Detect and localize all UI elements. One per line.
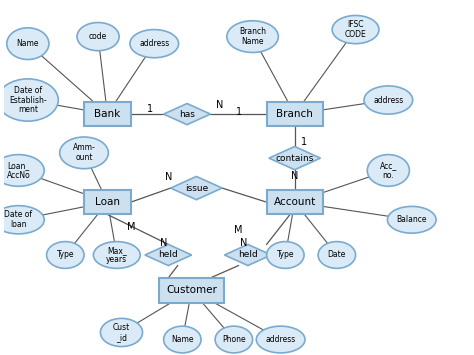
Text: held: held: [158, 251, 178, 260]
Text: 1: 1: [236, 107, 242, 118]
Ellipse shape: [0, 79, 58, 121]
Ellipse shape: [266, 242, 304, 268]
Text: Bank: Bank: [94, 109, 120, 119]
Text: Loan: Loan: [95, 197, 120, 207]
Polygon shape: [225, 245, 271, 266]
Text: address: address: [139, 39, 169, 48]
Ellipse shape: [100, 318, 143, 346]
Ellipse shape: [0, 155, 44, 186]
Ellipse shape: [215, 326, 253, 353]
Text: contains: contains: [275, 154, 314, 163]
Ellipse shape: [256, 326, 305, 353]
Text: Amm-
ount: Amm- ount: [73, 143, 95, 162]
Ellipse shape: [364, 86, 413, 114]
Polygon shape: [171, 176, 222, 200]
Text: Customer: Customer: [166, 285, 217, 295]
FancyBboxPatch shape: [84, 102, 131, 126]
Text: held: held: [238, 251, 258, 260]
Text: address: address: [265, 335, 296, 344]
Text: N: N: [239, 237, 247, 248]
Text: Name: Name: [17, 39, 39, 48]
Text: Loan_
AccNo: Loan_ AccNo: [7, 161, 30, 180]
Ellipse shape: [77, 22, 119, 51]
Text: has: has: [179, 110, 195, 119]
Ellipse shape: [46, 242, 84, 268]
Text: issue: issue: [185, 184, 208, 192]
Text: Branch: Branch: [276, 109, 313, 119]
FancyBboxPatch shape: [84, 190, 131, 214]
Text: N: N: [160, 237, 167, 248]
Ellipse shape: [130, 29, 179, 58]
Text: Account: Account: [273, 197, 316, 207]
Ellipse shape: [332, 16, 379, 44]
Text: Name: Name: [171, 335, 193, 344]
Text: M: M: [234, 225, 243, 235]
Text: Date: Date: [328, 251, 346, 260]
Text: Type: Type: [56, 251, 74, 260]
Ellipse shape: [387, 206, 436, 233]
Text: 1: 1: [301, 137, 307, 147]
Polygon shape: [269, 147, 320, 170]
Text: N: N: [291, 171, 299, 181]
Text: Cust
_id: Cust _id: [113, 323, 130, 342]
Text: M: M: [127, 222, 135, 232]
Text: Date of
Establish-
ment: Date of Establish- ment: [9, 86, 46, 114]
Polygon shape: [164, 104, 210, 125]
Text: Phone: Phone: [222, 335, 246, 344]
Text: Branch
Name: Branch Name: [239, 27, 266, 46]
Text: Acc_
no.: Acc_ no.: [380, 161, 397, 180]
Text: Date of
loan: Date of loan: [4, 211, 33, 229]
FancyBboxPatch shape: [266, 190, 323, 214]
Text: N: N: [164, 173, 172, 182]
Ellipse shape: [93, 242, 140, 268]
Text: Balance: Balance: [396, 215, 427, 224]
Ellipse shape: [7, 28, 49, 60]
Text: code: code: [89, 32, 107, 41]
Text: IFSC
CODE: IFSC CODE: [345, 20, 366, 39]
Ellipse shape: [367, 155, 410, 186]
Polygon shape: [145, 245, 191, 266]
Text: N: N: [216, 100, 223, 110]
Text: 1: 1: [146, 104, 153, 114]
Ellipse shape: [227, 21, 278, 53]
Text: address: address: [373, 95, 403, 104]
Ellipse shape: [164, 326, 201, 353]
FancyBboxPatch shape: [266, 102, 323, 126]
Text: Type: Type: [277, 251, 294, 260]
Ellipse shape: [60, 137, 109, 169]
FancyBboxPatch shape: [159, 278, 225, 302]
Text: Max_
years: Max_ years: [106, 246, 128, 264]
Ellipse shape: [0, 206, 44, 234]
Ellipse shape: [318, 242, 356, 268]
